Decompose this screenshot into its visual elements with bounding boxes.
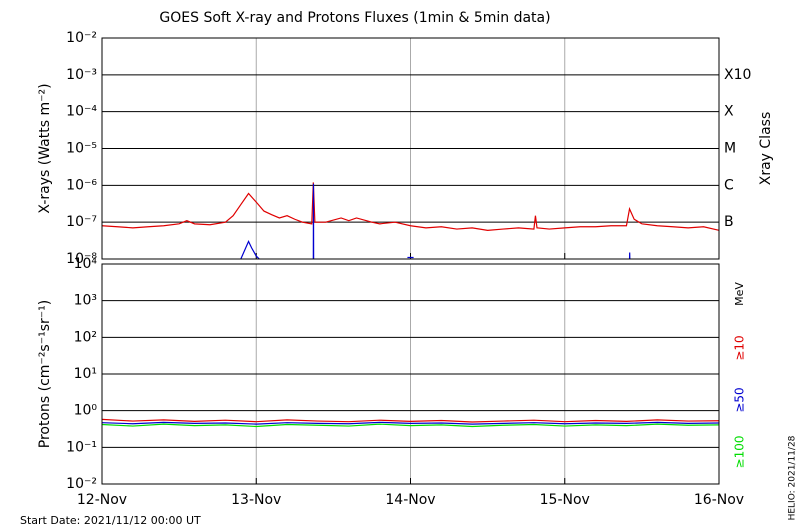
helio-date: HELIO: 2021/11/28 (788, 435, 798, 520)
start-date: Start Date: 2021/11/12 00:00 UT (20, 514, 201, 527)
unit-label: MeV (733, 282, 746, 306)
x-tick-label: 12-Nov (77, 492, 127, 508)
series-line (101, 421, 720, 425)
y-tick-label: 10⁻¹ (66, 439, 97, 455)
chart-title: GOES Soft X-ray and Protons Fluxes (1min… (159, 10, 550, 26)
y-tick-label: 10⁰ (74, 403, 98, 419)
y-tick-label: 10⁻² (66, 476, 97, 492)
y-tick-label: 10⁴ (74, 256, 98, 272)
y2-tick-label: X (724, 104, 734, 120)
series-line (101, 423, 720, 428)
series-line (240, 183, 631, 260)
plot-frame (101, 263, 720, 485)
legend-entry: ≥100 (733, 436, 747, 469)
x-tick-label: 13-Nov (231, 492, 281, 508)
y-tick-label: 10⁻⁶ (66, 177, 97, 193)
legend-entry: ≥50 (733, 387, 747, 412)
series-line (101, 418, 720, 423)
y-tick-label: 10³ (74, 293, 97, 309)
y2-tick-label: C (724, 177, 734, 193)
y2-tick-label: B (724, 214, 734, 230)
x-tick-label: 15-Nov (540, 492, 590, 508)
y2-tick-label: X10 (724, 67, 751, 83)
y-tick-label: 10⁻⁸ (66, 251, 97, 267)
y-tick-label: 10⁻⁴ (66, 104, 97, 120)
y-tick-label: 10² (74, 329, 97, 345)
series-line (101, 182, 720, 231)
y2-axis-label: Xray Class (758, 112, 774, 186)
y-tick-label: 10⁻⁷ (66, 214, 97, 230)
y-axis-label: X-rays (Watts m⁻²) (37, 83, 53, 213)
y-tick-label: 10⁻⁵ (66, 141, 97, 157)
y-tick-label: 10⁻³ (66, 67, 97, 83)
y-tick-label: 10¹ (74, 366, 97, 382)
plot-frame (101, 37, 720, 260)
x-tick-label: 16-Nov (694, 492, 744, 508)
y-tick-label: 10⁻² (66, 30, 97, 46)
legend-entry: ≥10 (733, 335, 747, 360)
y2-tick-label: M (724, 141, 736, 157)
y-axis-label: Protons (cm⁻²s⁻¹sr⁻¹) (37, 300, 53, 449)
x-tick-label: 14-Nov (385, 492, 435, 508)
